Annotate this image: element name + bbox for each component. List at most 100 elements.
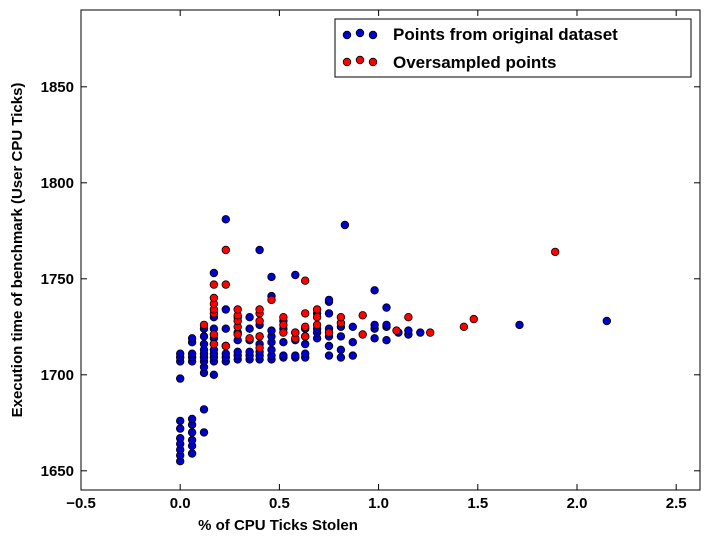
original-data-point (187, 428, 197, 437)
original-data-point (221, 305, 230, 314)
legend-box (334, 18, 692, 78)
oversampled-data-point (291, 328, 300, 337)
x-tick-label: 1.0 (368, 495, 389, 512)
x-tick-label: 1.5 (467, 495, 488, 512)
original-data-point (267, 345, 276, 354)
original-data-point (602, 316, 611, 326)
original-data-point (336, 332, 346, 341)
oversampled-data-point (209, 280, 219, 289)
original-data-point (324, 309, 334, 318)
original-data-point (291, 351, 300, 360)
legend-label-oversampled: Oversampled points (393, 53, 556, 72)
oversampled-data-point (551, 247, 560, 257)
oversampled-data-point (221, 245, 230, 255)
original-data-point (336, 353, 346, 362)
oversampled-data-point (255, 332, 264, 341)
original-data-point (199, 332, 209, 341)
legend-marker-original (355, 28, 365, 38)
original-data-point (370, 286, 379, 295)
oversampled-data-point (279, 320, 288, 330)
oversampled-data-point (336, 313, 346, 322)
original-data-point (187, 449, 197, 458)
ticks-layer: −0.5 0.0 0.5 1.0 1.5 2.0 2.5 1650 1700 1750 1800 18… (41, 10, 700, 512)
original-data-point (175, 374, 185, 383)
oversampled-data-point (255, 343, 264, 353)
original-data-point (187, 349, 197, 358)
original-data-point (245, 324, 254, 333)
x-axis-label: % of CPU Ticks Stolen (198, 517, 358, 534)
original-data-point (221, 324, 230, 333)
x-tick-label: 2.0 (567, 495, 588, 512)
oversampled-data-point (358, 330, 367, 339)
oversampled-data-point (459, 322, 469, 331)
original-data-point (515, 320, 524, 330)
oversampled-data-point (279, 328, 288, 337)
oversampled-data-point (279, 313, 288, 322)
original-data-point (279, 338, 288, 347)
x-tick-label: 2.5 (666, 495, 687, 512)
original-data-point (324, 351, 334, 360)
legend-marker-original (342, 30, 352, 40)
oversampled-data-point (312, 305, 322, 314)
original-data-point (348, 322, 357, 331)
original-data-point (416, 328, 425, 337)
oversampled-data-point (426, 328, 435, 337)
original-data-point (404, 326, 413, 335)
oversampled-data-point (469, 314, 478, 324)
original-data-point (291, 270, 300, 280)
original-data-point (199, 405, 209, 414)
original-data-point (187, 334, 197, 343)
x-tick-label: −0.5 (66, 495, 96, 512)
original-data-point (187, 435, 197, 445)
oversampled-data-point (233, 305, 242, 314)
original-data-point (382, 303, 391, 312)
oversampled-data-point (209, 293, 219, 303)
oversampled-data-point (209, 330, 219, 339)
oversampled-data-point (267, 295, 276, 305)
legend: Points from original dataset Oversampled… (334, 18, 692, 78)
original-data-point (255, 245, 264, 255)
y-tick-label: 1800 (41, 175, 74, 192)
oversampled-data-point (301, 309, 310, 318)
original-data-point (209, 268, 219, 278)
oversampled-data-point (301, 332, 310, 341)
oversampled-data-point (312, 320, 322, 330)
y-tick-label: 1850 (41, 79, 74, 96)
oversampled-data-point (221, 280, 230, 289)
original-data-point (209, 370, 219, 379)
y-axis-label: Execution time of benchmark (User CPU Ti… (9, 83, 26, 418)
oversampled-data-point (245, 334, 254, 343)
legend-marker-oversampled (342, 57, 352, 67)
original-data-point (279, 351, 288, 360)
original-data-point (340, 220, 350, 230)
y-tick-label: 1650 (41, 463, 74, 480)
original-data-point (175, 424, 185, 433)
original-data-point (267, 272, 276, 282)
original-data-point (301, 349, 310, 358)
legend-marker-oversampled (355, 55, 365, 65)
y-tick-label: 1750 (41, 271, 74, 288)
oversampled-data-point (255, 305, 264, 314)
legend-marker-oversampled (368, 57, 378, 67)
legend-marker-original (368, 30, 378, 40)
oversampled-data-point (301, 322, 310, 331)
plot-frame (80, 9, 701, 491)
original-data-point (301, 339, 310, 349)
original-data-point (245, 313, 254, 322)
original-data-point (199, 339, 209, 349)
original-data-point (370, 320, 379, 330)
oversampled-data-point (392, 326, 401, 335)
oversampled-data-point (209, 339, 219, 349)
points-layer (175, 215, 611, 466)
legend-label-original: Points from original dataset (393, 25, 618, 44)
oversampled-data-point (324, 328, 334, 337)
oversampled-data-point (233, 330, 242, 339)
original-data-point (221, 215, 230, 224)
original-data-point (221, 349, 230, 358)
original-data-point (324, 341, 334, 351)
original-data-point (233, 347, 242, 356)
original-data-point (175, 434, 185, 443)
original-data-point (348, 338, 357, 347)
